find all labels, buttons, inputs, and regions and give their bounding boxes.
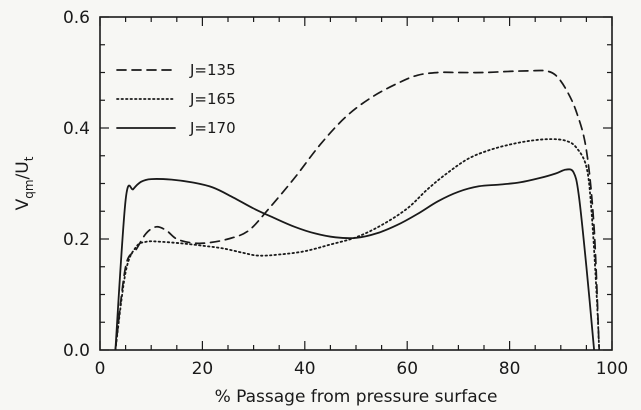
x-tick-label: 40 [294, 359, 316, 379]
y-tick-label: 0.2 [63, 230, 90, 250]
y-axis-title-text: Vqm/Ut [13, 156, 36, 210]
y-tick-label: 0.4 [63, 119, 90, 139]
x-tick-label: 80 [499, 359, 521, 379]
y-tick-label: 0.6 [63, 8, 90, 28]
series-line-j-165 [114, 138, 601, 350]
x-tick-label: 0 [95, 359, 106, 379]
axes: 0 20 40 60 80 100 0.0 0.2 0.4 0.6 % Passage from p… [13, 8, 628, 407]
plot-area [114, 69, 601, 350]
x-axis-title: % Passage from pressure surface [215, 387, 498, 407]
legend-label: J=135 [189, 61, 236, 79]
x-tick-label: 20 [192, 359, 214, 379]
x-tick-label: 60 [396, 359, 418, 379]
y-tick-label: 0.0 [63, 341, 90, 361]
series-line-j-135 [114, 69, 601, 350]
y-axis-title: Vqm/Ut [13, 156, 36, 210]
series-line-j-170 [114, 168, 595, 350]
plot-frame [99, 16, 613, 351]
legend-label: J=165 [189, 90, 236, 108]
legend: J=135 J=165 J=170 [116, 61, 236, 137]
x-tick-label: 100 [596, 359, 628, 379]
legend-label: J=170 [189, 119, 236, 137]
